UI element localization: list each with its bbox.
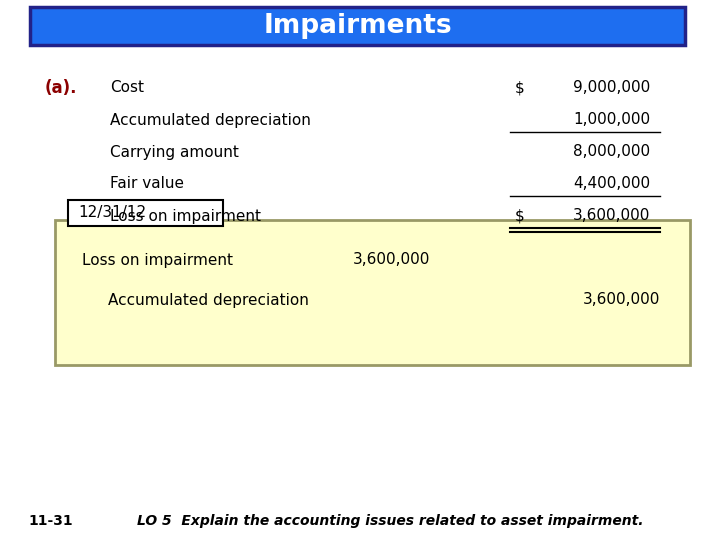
Text: 11-31: 11-31 bbox=[28, 514, 73, 528]
Text: 12/31/12: 12/31/12 bbox=[78, 206, 146, 220]
Text: 3,600,000: 3,600,000 bbox=[572, 208, 650, 224]
Text: Carrying amount: Carrying amount bbox=[110, 145, 239, 159]
Text: Loss on impairment: Loss on impairment bbox=[110, 208, 261, 224]
Text: Cost: Cost bbox=[110, 80, 144, 96]
Text: Impairments: Impairments bbox=[264, 13, 452, 39]
Text: 8,000,000: 8,000,000 bbox=[573, 145, 650, 159]
Text: (a).: (a). bbox=[45, 79, 78, 97]
Text: Accumulated depreciation: Accumulated depreciation bbox=[108, 293, 309, 307]
Text: 9,000,000: 9,000,000 bbox=[572, 80, 650, 96]
Text: LO 5  Explain the accounting issues related to asset impairment.: LO 5 Explain the accounting issues relat… bbox=[137, 514, 643, 528]
Text: Loss on impairment: Loss on impairment bbox=[82, 253, 233, 267]
Text: 1,000,000: 1,000,000 bbox=[573, 112, 650, 127]
FancyBboxPatch shape bbox=[55, 220, 690, 365]
Text: $: $ bbox=[515, 80, 525, 96]
Text: $: $ bbox=[515, 208, 525, 224]
Text: 3,600,000: 3,600,000 bbox=[582, 293, 660, 307]
FancyBboxPatch shape bbox=[30, 7, 685, 45]
Text: 4,400,000: 4,400,000 bbox=[573, 177, 650, 192]
FancyBboxPatch shape bbox=[68, 200, 223, 226]
Text: Accumulated depreciation: Accumulated depreciation bbox=[110, 112, 311, 127]
Text: Fair value: Fair value bbox=[110, 177, 184, 192]
Text: 3,600,000: 3,600,000 bbox=[353, 253, 430, 267]
